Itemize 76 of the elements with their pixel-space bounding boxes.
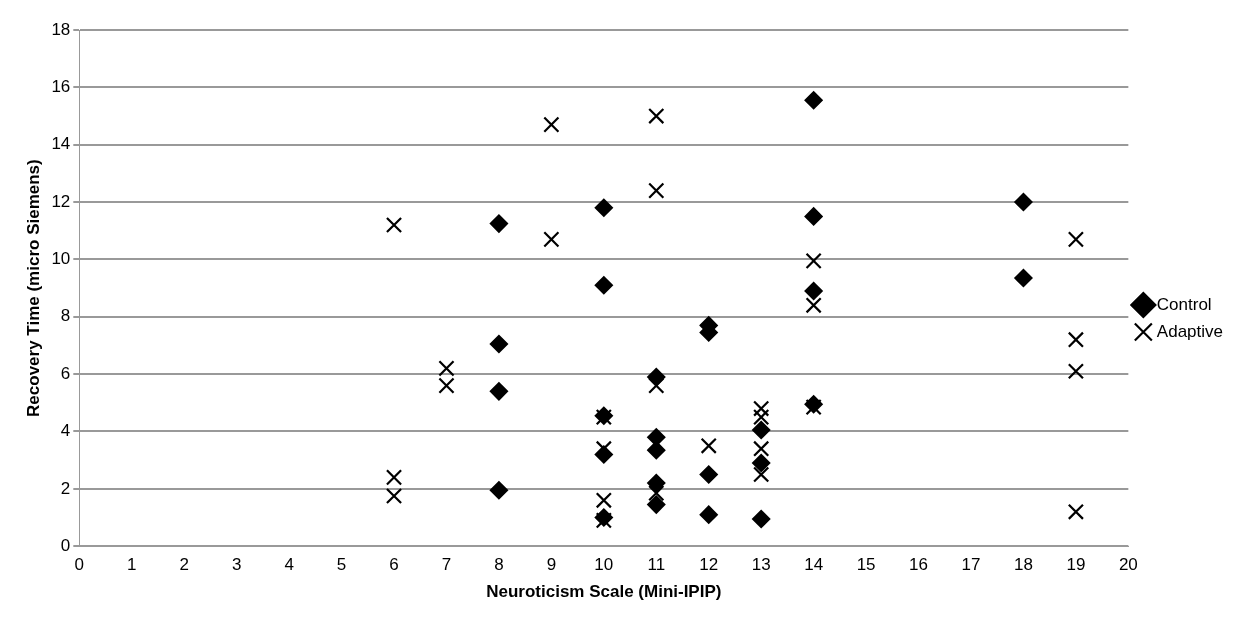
y-axis-title: Recovery Time (micro Siemens) [23, 159, 43, 417]
x-tick-label: 7 [441, 555, 452, 575]
point [489, 334, 509, 354]
y-tick-label: 2 [60, 478, 71, 498]
y-tick-label: 8 [60, 306, 71, 326]
point [752, 420, 771, 440]
legend-label: Adaptive [1156, 321, 1224, 341]
point [489, 382, 509, 401]
point [489, 481, 509, 500]
x-tick-label: 18 [1013, 555, 1033, 575]
point [700, 437, 717, 454]
point [805, 252, 822, 270]
y-tick-label: 6 [60, 363, 71, 383]
x-tick-label: 3 [231, 555, 242, 575]
point [753, 440, 770, 457]
y-tick-label: 4 [60, 421, 71, 441]
x-tick-label: 10 [594, 555, 614, 575]
point [752, 453, 771, 473]
point [753, 466, 770, 483]
point [753, 408, 770, 426]
point [543, 231, 560, 248]
point [648, 182, 665, 199]
x-tick-label: 0 [74, 555, 85, 575]
point [595, 492, 612, 509]
x-tick-label: 2 [179, 555, 189, 575]
point [385, 469, 403, 486]
x-tick-label: 1 [127, 555, 137, 575]
x-tick-label: 4 [284, 555, 294, 575]
point [699, 465, 718, 484]
point [1014, 268, 1033, 288]
point [647, 441, 666, 460]
legend-label: Control [1156, 294, 1212, 314]
point [594, 198, 613, 217]
point [385, 216, 403, 234]
point [385, 487, 403, 505]
point [1067, 503, 1085, 520]
x-axis-title: Neuroticism Scale (Mini-IPIP) [486, 582, 722, 602]
y-tick-label: 14 [51, 134, 71, 154]
x-tick-label: 20 [1118, 555, 1138, 575]
point [1067, 331, 1085, 348]
point [595, 512, 612, 529]
y-tick-label: 0 [60, 535, 71, 555]
point [647, 495, 666, 514]
point [1067, 363, 1085, 380]
point [489, 214, 509, 233]
point [648, 484, 665, 502]
x-tick-label: 9 [546, 555, 557, 575]
y-tick-label: 18 [51, 19, 71, 39]
point [804, 281, 823, 301]
x-tick-label: 13 [751, 555, 771, 575]
x-tick-label: 17 [961, 555, 981, 575]
point [543, 116, 560, 133]
x-tick-label: 15 [856, 555, 876, 575]
point [594, 276, 613, 295]
x-tick-label: 19 [1066, 555, 1086, 575]
point [648, 107, 665, 125]
point [647, 474, 666, 493]
point [805, 297, 822, 314]
point [699, 505, 718, 524]
y-tick-label: 10 [51, 249, 71, 269]
x-tick-label: 5 [336, 555, 347, 575]
point [753, 400, 770, 417]
point [804, 91, 823, 110]
point [804, 207, 823, 226]
x-tick-label: 16 [909, 555, 928, 575]
point [752, 509, 771, 529]
x-tick-label: 11 [647, 555, 666, 575]
y-tick-label: 16 [51, 77, 71, 97]
point [1067, 231, 1085, 248]
x-tick-label: 14 [804, 555, 824, 575]
point [1014, 192, 1033, 212]
x-tick-label: 12 [699, 555, 719, 575]
point [648, 377, 665, 394]
x-tick-label: 6 [389, 555, 399, 575]
x-tick-label: 8 [494, 555, 504, 575]
y-tick-label: 12 [51, 191, 71, 211]
